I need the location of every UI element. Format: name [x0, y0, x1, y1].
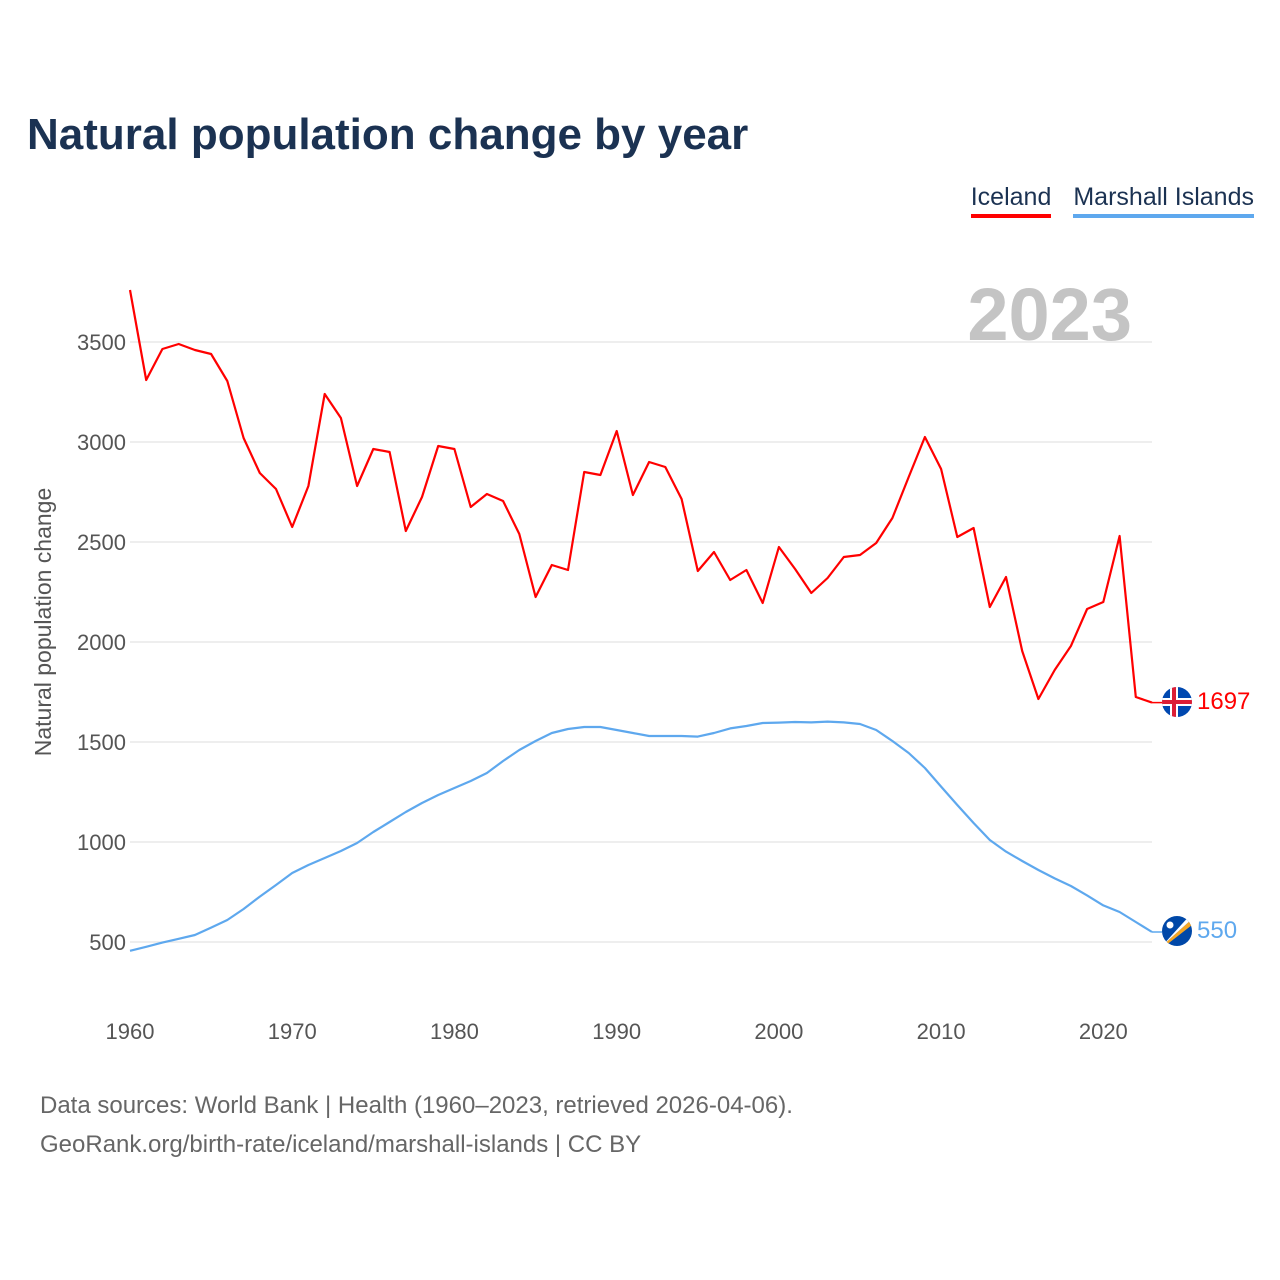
legend-item-marshall-islands[interactable]: Marshall Islands: [1073, 183, 1254, 218]
source-link[interactable]: GeoRank.org/birth-rate/iceland/marshall-…: [40, 1131, 642, 1158]
x-tick-label: 2000: [754, 1019, 803, 1044]
y-tick-label: 2000: [77, 630, 126, 655]
iceland-end-value: 1697: [1197, 688, 1250, 715]
y-axis-label: Natural population change: [30, 488, 56, 757]
y-tick-label: 500: [89, 930, 126, 955]
x-tick-label: 1990: [592, 1019, 641, 1044]
y-tick-label: 1000: [77, 830, 126, 855]
data-sources: Data sources: World Bank | Health (1960–…: [40, 1092, 793, 1119]
y-tick-label: 1500: [77, 730, 126, 755]
series-line-marshall-islands: [129, 720, 1153, 952]
legend: Iceland Marshall Islands: [970, 183, 1254, 218]
legend-item-iceland[interactable]: Iceland: [970, 183, 1052, 218]
x-tick-label: 1960: [106, 1019, 155, 1044]
marshall-islands-end-value: 550: [1197, 917, 1237, 944]
x-tick-label: 1980: [430, 1019, 479, 1044]
x-tick-label: 1970: [268, 1019, 317, 1044]
footer: Data sources: World Bank | Health (1960–…: [40, 1086, 793, 1164]
marshall-islands-flag-icon: [1162, 916, 1192, 946]
year-watermark: 2023: [967, 273, 1132, 356]
iceland-flag-icon: [1162, 687, 1192, 717]
x-tick-label: 2010: [917, 1019, 966, 1044]
y-tick-label: 2500: [77, 530, 126, 555]
y-tick-label: 3000: [77, 430, 126, 455]
chart-title: Natural population change by year: [27, 110, 749, 159]
y-tick-label: 3500: [77, 330, 126, 355]
series-line-iceland: [128, 289, 1153, 704]
x-tick-label: 2020: [1079, 1019, 1128, 1044]
